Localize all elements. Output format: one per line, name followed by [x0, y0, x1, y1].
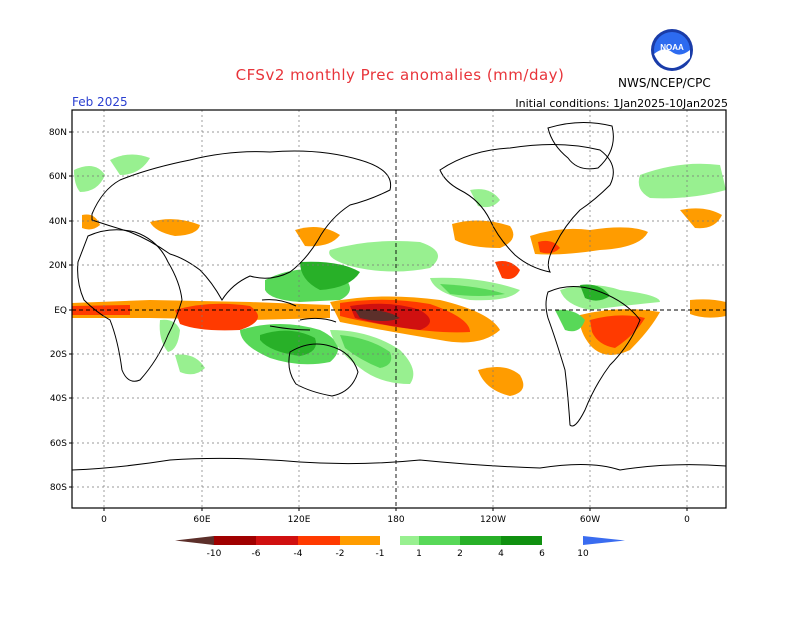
colorbar-segment: [256, 536, 298, 545]
colorbar-segment: [214, 536, 256, 545]
latitude-labels: 80N 60N 40N 20N EQ 20S 40S 60S 80S: [49, 128, 67, 493]
lon-label: 180: [387, 515, 404, 525]
lat-label: 80S: [50, 483, 67, 493]
colorbar-tick-label: 2: [457, 549, 463, 559]
colorbar-segment: [419, 536, 460, 545]
colorbar-tick-label: 4: [498, 549, 504, 559]
colorbar-tick-label: 1: [416, 549, 422, 559]
colorbar-tick-label: 6: [539, 549, 545, 559]
continent-outlines: [71, 121, 727, 471]
colorbar-tick-label: 10: [577, 549, 589, 559]
longitude-labels: 0 60E 120E 180 120W 60W 0: [101, 515, 690, 525]
colorbar-segment: [400, 536, 419, 545]
lat-label: 20N: [49, 261, 67, 271]
colorbar: [175, 536, 625, 545]
eurasia-outline: [91, 150, 392, 301]
reference-lines: [72, 110, 726, 508]
lon-label: 0: [101, 515, 107, 525]
lat-label: 60N: [49, 172, 67, 182]
agency-label: NWS/NCEP/CPC: [618, 76, 711, 90]
colorbar-segment: [298, 536, 340, 545]
australia-outline: [288, 343, 359, 397]
antarctica-outline: [71, 457, 727, 471]
lat-label: EQ: [54, 306, 67, 316]
colorbar-segment: [340, 536, 380, 545]
greenland-outline: [547, 121, 614, 170]
lat-label: 40S: [50, 394, 67, 404]
colorbar-segment: [460, 536, 501, 545]
colorbar-segment: [501, 536, 542, 545]
south-america-outline: [545, 286, 641, 427]
colorbar-tick-label: -4: [294, 549, 303, 559]
maritime-continent-outline: [261, 299, 337, 331]
map-title: CFSv2 monthly Prec anomalies (mm/day): [235, 66, 565, 84]
plot-frame: [71, 109, 727, 509]
lat-label: 40N: [49, 217, 67, 227]
lat-label: 20S: [50, 350, 67, 360]
lon-label: 120W: [480, 515, 506, 525]
colorbar-arrow-left: [175, 536, 214, 545]
lon-label: 60W: [580, 515, 600, 525]
tick-marks: [69, 131, 688, 511]
colorbar-tick-label: -6: [252, 549, 261, 559]
colorbar-labels: -10 -6 -4 -2 -1 1 2 4 6 10: [207, 549, 589, 559]
forecast-month: Feb 2025: [72, 95, 128, 109]
noaa-logo-text: NOAA: [660, 43, 684, 52]
colorbar-tick-label: -2: [336, 549, 345, 559]
colorbar-tick-label: -1: [376, 549, 385, 559]
lon-label: 60E: [193, 515, 210, 525]
lat-label: 80N: [49, 128, 67, 138]
lon-label: 120E: [288, 515, 311, 525]
gridlines: [72, 110, 726, 508]
colorbar-segment: [380, 536, 400, 545]
north-america-outline: [439, 143, 614, 273]
noaa-logo-icon: NOAA: [651, 29, 693, 71]
initial-conditions: Initial conditions: 1Jan2025-10Jan2025: [515, 97, 728, 110]
colorbar-tick-label: -10: [207, 549, 222, 559]
colorbar-arrow-right: [583, 536, 625, 545]
lat-label: 60S: [50, 439, 67, 449]
lon-label: 0: [684, 515, 690, 525]
